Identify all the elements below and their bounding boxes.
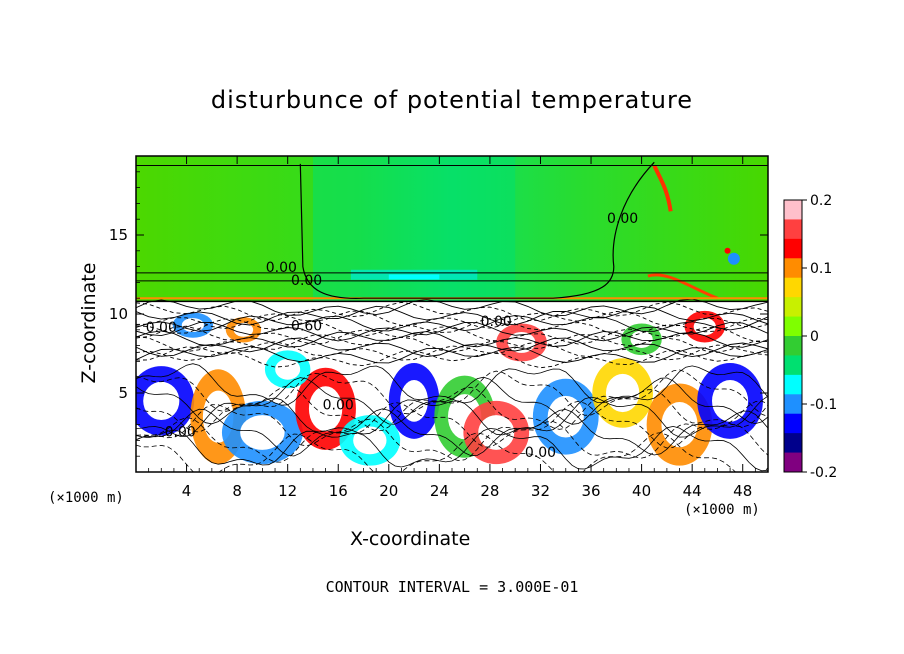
contour-line bbox=[136, 346, 768, 364]
contour-line bbox=[136, 417, 768, 463]
colorbar-swatch bbox=[784, 336, 802, 356]
contour-label: 0.00 bbox=[291, 273, 322, 289]
colorbar-swatch bbox=[784, 277, 802, 298]
contour-label: 0.00 bbox=[481, 314, 512, 330]
colorbar-swatch bbox=[784, 297, 802, 318]
contour-line bbox=[136, 400, 768, 449]
colorbar-tick-label: -0.2 bbox=[810, 465, 837, 481]
contour-label: 0.00 bbox=[146, 320, 177, 336]
contour-line bbox=[136, 321, 768, 342]
y-tick-label: 10 bbox=[109, 305, 128, 323]
warm-spot bbox=[724, 247, 731, 254]
y-axis-label: Z-coordinate bbox=[78, 262, 100, 384]
chart-title: disturbunce of potential temperature bbox=[210, 86, 694, 114]
eddy-core bbox=[275, 358, 301, 380]
eddy-core bbox=[712, 380, 749, 422]
colorbar-swatch bbox=[784, 219, 802, 240]
contour-line bbox=[136, 317, 768, 337]
warm-streak bbox=[652, 164, 673, 212]
colorbar-tick-label: -0.1 bbox=[810, 397, 837, 413]
heatmap-field: 0.000.000.000.00 0.60 0.000.000.000.00 bbox=[136, 156, 768, 472]
contour-line bbox=[136, 337, 768, 358]
colorbar-swatch bbox=[784, 374, 802, 395]
x-tick-label: 16 bbox=[329, 482, 348, 500]
zero-contour bbox=[299, 161, 655, 299]
contour-label: 0.00 bbox=[266, 260, 297, 276]
colorbar-swatch bbox=[784, 200, 802, 220]
colorbar: 0.2 0.1 0 -0.1 -0.2 bbox=[783, 193, 837, 481]
colorbar-swatch bbox=[784, 355, 802, 376]
contour-label: 0.00 bbox=[323, 398, 354, 414]
eddy-core bbox=[478, 415, 515, 450]
contour-line bbox=[136, 408, 768, 457]
cold-spot bbox=[727, 252, 740, 265]
x-tick-label: 12 bbox=[278, 482, 297, 500]
x-tick-label: 20 bbox=[379, 482, 398, 500]
colorbar-swatch bbox=[784, 413, 802, 434]
x-tick-label: 48 bbox=[733, 482, 752, 500]
x-tick-label: 28 bbox=[480, 482, 499, 500]
x-unit-label-right: (×1000 m) bbox=[684, 502, 760, 518]
y-tick-label: 5 bbox=[118, 384, 128, 402]
contour-line bbox=[136, 325, 768, 345]
contour-line bbox=[136, 432, 768, 472]
eddy-core bbox=[693, 317, 716, 336]
colorbar-tick-label: 0 bbox=[810, 329, 819, 345]
eddy-core bbox=[605, 373, 640, 413]
colorbar-swatch bbox=[784, 316, 802, 337]
colorbar-swatch bbox=[784, 238, 802, 259]
contour-line bbox=[136, 425, 768, 472]
x-tick-label: 8 bbox=[232, 482, 242, 500]
colorbar-swatch bbox=[784, 452, 802, 473]
contour-line bbox=[136, 385, 768, 433]
contour-line bbox=[136, 334, 768, 353]
contour-label: 0.00 bbox=[607, 211, 638, 227]
x-tick-label: 24 bbox=[430, 482, 449, 500]
x-axis-label: X-coordinate bbox=[350, 528, 471, 550]
contour-label: 0.00 bbox=[165, 425, 196, 441]
y-tick-label: 15 bbox=[109, 226, 128, 244]
colorbar-swatch bbox=[784, 433, 802, 454]
x-tick-label: 36 bbox=[581, 482, 600, 500]
contour-line bbox=[136, 310, 768, 330]
eddy-core bbox=[308, 386, 343, 432]
eddy-core bbox=[400, 380, 428, 422]
contour-label: 0.00 bbox=[525, 445, 556, 461]
colorbar-swatch bbox=[784, 258, 802, 279]
colorbar-tick-label: 0.2 bbox=[810, 193, 832, 209]
x-tick-label: 40 bbox=[632, 482, 651, 500]
x-tick-label: 4 bbox=[182, 482, 192, 500]
contour-line bbox=[136, 301, 768, 321]
contour-line bbox=[136, 349, 768, 369]
contour-line bbox=[136, 376, 768, 425]
x-unit-label-left: (×1000 m) bbox=[48, 490, 124, 506]
cyan-core bbox=[388, 274, 440, 280]
colorbar-tick-label: 0.1 bbox=[810, 261, 832, 277]
eddy-core bbox=[233, 322, 254, 337]
contour-line bbox=[136, 395, 768, 438]
x-tick-label: 32 bbox=[531, 482, 550, 500]
contour-interval-note: CONTOUR INTERVAL = 3.000E-01 bbox=[325, 578, 579, 596]
contour-label: 0.60 bbox=[291, 319, 322, 335]
eddy-core bbox=[240, 415, 285, 450]
x-tick-label: 44 bbox=[683, 482, 702, 500]
colorbar-swatch bbox=[784, 394, 802, 415]
eddy-core bbox=[143, 381, 180, 421]
